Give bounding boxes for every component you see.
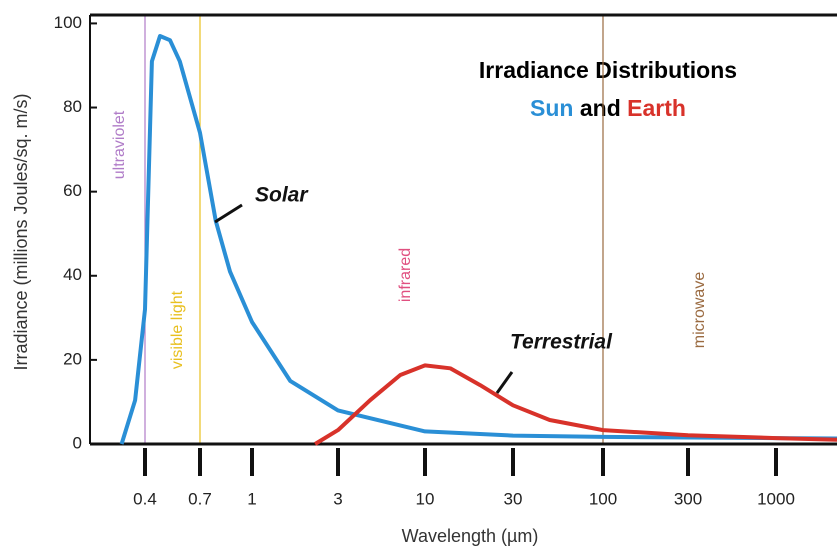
subtitle-part: and xyxy=(580,95,621,121)
region-label: microwave xyxy=(691,272,708,349)
x-tick-label: 30 xyxy=(504,489,523,508)
x-tick-label: 100 xyxy=(589,489,617,508)
leader-line xyxy=(495,371,514,394)
y-tick-label: 100 xyxy=(54,13,82,32)
x-tick-label: 300 xyxy=(674,489,702,508)
x-tick-label: 0.4 xyxy=(133,489,157,508)
region-label: infrared xyxy=(397,248,414,302)
region-label: visible light xyxy=(169,290,186,369)
region-label: ultraviolet xyxy=(111,110,128,179)
y-tick-label: 20 xyxy=(63,349,82,368)
y-tick-label: 80 xyxy=(63,97,82,116)
y-axis-label: Irradiance (millions Joules/sq. m/s) xyxy=(11,93,31,370)
x-tick-label: 3 xyxy=(333,489,342,508)
series-line xyxy=(314,363,837,446)
x-tick-label: 10 xyxy=(416,489,435,508)
series-line xyxy=(119,34,837,445)
leader-line xyxy=(214,203,243,224)
series-label: Solar xyxy=(255,184,309,207)
subtitle-part: Earth xyxy=(627,95,686,121)
x-tick-label: 0.7 xyxy=(188,489,212,508)
y-tick-label: 60 xyxy=(63,181,82,200)
x-tick-label: 1 xyxy=(247,489,256,508)
chart-title: Irradiance Distributions xyxy=(479,57,737,83)
chart-subtitle: Sun and Earth xyxy=(530,95,686,121)
x-tick-label: 1000 xyxy=(757,489,795,508)
subtitle-part: Sun xyxy=(530,95,573,121)
y-tick-label: 0 xyxy=(73,433,82,452)
series-label: Terrestrial xyxy=(510,331,613,354)
x-axis-label: Wavelength (µm) xyxy=(402,526,539,546)
y-tick-label: 40 xyxy=(63,265,82,284)
